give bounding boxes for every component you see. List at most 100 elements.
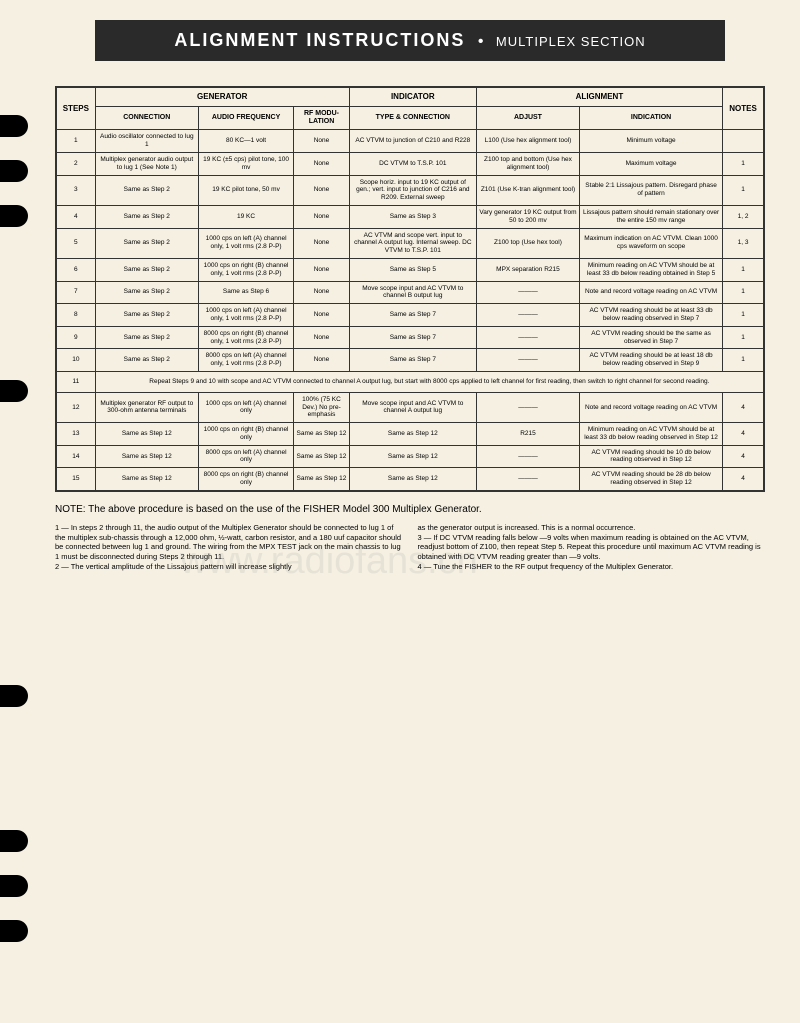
cell-rf: Same as Step 12 — [294, 468, 350, 491]
cell-freq: 1000 cps on right (B) channel only, 1 vo… — [198, 258, 293, 281]
cell-notes: 1 — [723, 258, 764, 281]
cell-freq: 8000 cps on left (A) channel only — [198, 445, 293, 468]
cell-notes: 1 — [723, 304, 764, 327]
cell-notes: 1 — [723, 175, 764, 205]
cell-adj: Z100 top and bottom (Use hex alignment t… — [476, 152, 579, 175]
cell-rf: 100% (75 KC Dev.) No pre-emphasis — [294, 392, 350, 422]
cell-ind: Note and record voltage reading on AC VT… — [580, 281, 723, 304]
cell-step: 11 — [56, 371, 95, 392]
col-typeconn: TYPE & CONNECTION — [349, 106, 476, 130]
cell-step: 4 — [56, 205, 95, 228]
cell-conn: Same as Step 2 — [95, 349, 198, 372]
cell-type: Move scope input and AC VTVM to channel … — [349, 392, 476, 422]
punch-hole — [0, 830, 28, 852]
cell-conn: Same as Step 12 — [95, 423, 198, 446]
cell-freq: Same as Step 6 — [198, 281, 293, 304]
cell-type: Same as Step 5 — [349, 258, 476, 281]
cell-notes: 4 — [723, 468, 764, 491]
cell-freq: 1000 cps on left (A) channel only, 1 vol… — [198, 228, 293, 258]
punch-hole — [0, 115, 28, 137]
header-bullet: • — [478, 33, 484, 50]
cell-conn: Same as Step 2 — [95, 326, 198, 349]
cell-freq: 8000 cps on right (B) channel only — [198, 468, 293, 491]
cell-conn: Audio oscillator connected to lug 1 — [95, 130, 198, 153]
table-row: 1Audio oscillator connected to lug 180 K… — [56, 130, 764, 153]
cell-type: Same as Step 12 — [349, 423, 476, 446]
cell-ind: AC VTVM reading should be at least 33 db… — [580, 304, 723, 327]
cell-rf: Same as Step 12 — [294, 423, 350, 446]
cell-ind: AC VTVM reading should be at least 18 db… — [580, 349, 723, 372]
table-row: 3Same as Step 219 KC pilot tone, 50 mvNo… — [56, 175, 764, 205]
punch-hole — [0, 380, 28, 402]
header-banner: ALIGNMENT INSTRUCTIONS • MULTIPLEX SECTI… — [95, 20, 725, 61]
table-row: 10Same as Step 28000 cps on left (A) cha… — [56, 349, 764, 372]
cell-rf: None — [294, 326, 350, 349]
cell-freq: 1000 cps on right (B) channel only — [198, 423, 293, 446]
note-main: NOTE: The above procedure is based on th… — [55, 504, 765, 515]
cell-rf: None — [294, 258, 350, 281]
cell-rf: None — [294, 130, 350, 153]
cell-ind: AC VTVM reading should be 28 db below re… — [580, 468, 723, 491]
cell-step: 8 — [56, 304, 95, 327]
cell-adj: Z100 top (Use hex tool) — [476, 228, 579, 258]
punch-hole — [0, 920, 28, 942]
cell-notes: 1, 3 — [723, 228, 764, 258]
col-adjust: ADJUST — [476, 106, 579, 130]
cell-step: 15 — [56, 468, 95, 491]
cell-conn: Same as Step 12 — [95, 468, 198, 491]
cell-notes: 1 — [723, 326, 764, 349]
cell-notes: 1 — [723, 152, 764, 175]
cell-step: 6 — [56, 258, 95, 281]
cell-type: AC VTVM to junction of C210 and R228 — [349, 130, 476, 153]
cell-type: Same as Step 7 — [349, 326, 476, 349]
cell-ind: Lissajous pattern should remain stationa… — [580, 205, 723, 228]
cell-rf: None — [294, 304, 350, 327]
cell-type: Same as Step 7 — [349, 304, 476, 327]
cell-adj: ——— — [476, 304, 579, 327]
cell-type: Move scope input and AC VTVM to channel … — [349, 281, 476, 304]
cell-adj: R215 — [476, 423, 579, 446]
cell-type: Same as Step 3 — [349, 205, 476, 228]
cell-ind: AC VTVM reading should be 10 db below re… — [580, 445, 723, 468]
cell-step: 3 — [56, 175, 95, 205]
cell-rf: None — [294, 152, 350, 175]
cell-adj: Vary generator 19 KC output from 50 to 2… — [476, 205, 579, 228]
cell-adj: ——— — [476, 392, 579, 422]
cell-ind: Maximum indication on AC VTVM. Clean 100… — [580, 228, 723, 258]
cell-conn: Same as Step 2 — [95, 228, 198, 258]
cell-spanning: Repeat Steps 9 and 10 with scope and AC … — [95, 371, 764, 392]
cell-ind: AC VTVM reading should be the same as ob… — [580, 326, 723, 349]
cell-type: Scope horiz. input to 19 KC output of ge… — [349, 175, 476, 205]
col-rfmod: RF MODU-LATION — [294, 106, 350, 130]
cell-step: 10 — [56, 349, 95, 372]
col-indication: INDICATION — [580, 106, 723, 130]
footnote-right: as the generator output is increased. Th… — [418, 523, 766, 572]
group-indicator: INDICATOR — [349, 87, 476, 106]
table-row: 11Repeat Steps 9 and 10 with scope and A… — [56, 371, 764, 392]
alignment-table: STEPS GENERATOR INDICATOR ALIGNMENT NOTE… — [55, 86, 765, 492]
cell-conn: Multiplex generator audio output to lug … — [95, 152, 198, 175]
cell-rf: None — [294, 228, 350, 258]
cell-conn: Multiplex generator RF output to 300-ohm… — [95, 392, 198, 422]
col-connection: CONNECTION — [95, 106, 198, 130]
cell-step: 7 — [56, 281, 95, 304]
cell-adj: MPX separation R215 — [476, 258, 579, 281]
cell-step: 13 — [56, 423, 95, 446]
table-row: 15Same as Step 128000 cps on right (B) c… — [56, 468, 764, 491]
col-notes: NOTES — [723, 87, 764, 130]
cell-ind: Stable 2:1 Lissajous pattern. Disregard … — [580, 175, 723, 205]
cell-freq: 1000 cps on left (A) channel only — [198, 392, 293, 422]
cell-step: 14 — [56, 445, 95, 468]
cell-notes: 4 — [723, 392, 764, 422]
cell-step: 1 — [56, 130, 95, 153]
cell-step: 9 — [56, 326, 95, 349]
cell-freq: 80 KC—1 volt — [198, 130, 293, 153]
punch-hole — [0, 875, 28, 897]
cell-adj: ——— — [476, 468, 579, 491]
cell-notes: 1 — [723, 281, 764, 304]
cell-rf: None — [294, 281, 350, 304]
punch-hole — [0, 685, 28, 707]
cell-conn: Same as Step 2 — [95, 205, 198, 228]
cell-adj: ——— — [476, 281, 579, 304]
cell-rf: None — [294, 205, 350, 228]
